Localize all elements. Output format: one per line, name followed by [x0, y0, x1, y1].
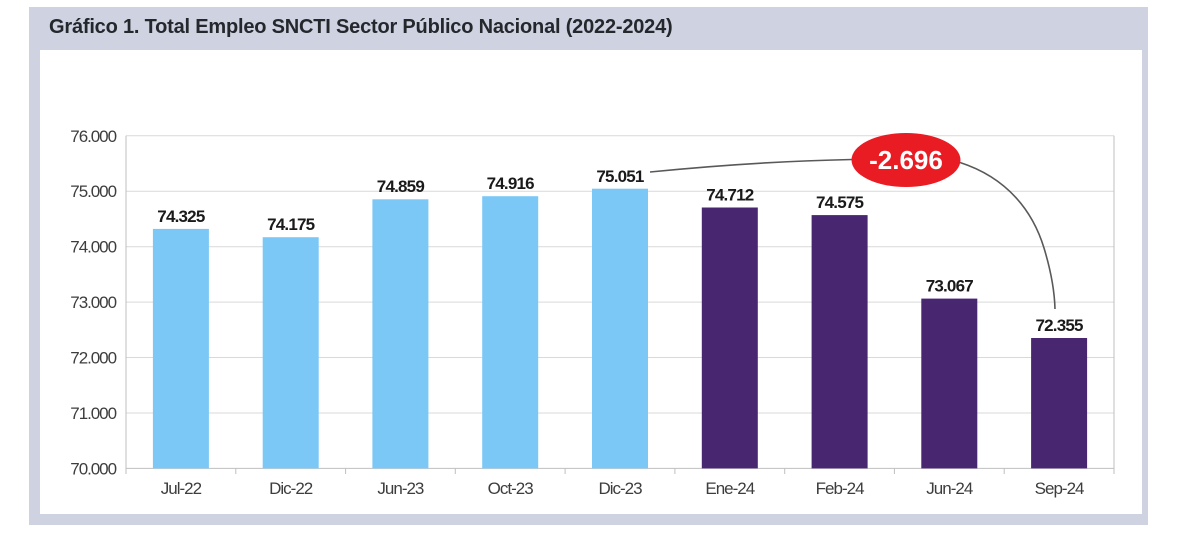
svg-text:73.000: 73.000: [70, 293, 116, 312]
svg-text:75.051: 75.051: [596, 167, 644, 186]
svg-text:Ene-24: Ene-24: [705, 479, 754, 498]
svg-text:74.916: 74.916: [487, 174, 535, 193]
svg-text:74.000: 74.000: [70, 238, 116, 257]
svg-text:Sep-24: Sep-24: [1035, 479, 1084, 498]
svg-text:74.859: 74.859: [377, 177, 425, 196]
svg-text:73.067: 73.067: [926, 277, 974, 296]
svg-text:-2.696: -2.696: [869, 145, 943, 175]
svg-text:Dic-22: Dic-22: [269, 479, 313, 498]
svg-text:Jun-23: Jun-23: [377, 479, 424, 498]
svg-text:Feb-24: Feb-24: [816, 479, 864, 498]
svg-text:Jun-24: Jun-24: [926, 479, 973, 498]
svg-text:76.000: 76.000: [70, 127, 116, 146]
svg-text:Jul-22: Jul-22: [161, 479, 202, 498]
svg-text:74.325: 74.325: [157, 207, 205, 226]
svg-text:74.575: 74.575: [816, 193, 864, 212]
svg-text:75.000: 75.000: [70, 182, 116, 201]
svg-text:71.000: 71.000: [70, 404, 116, 423]
svg-text:Dic-23: Dic-23: [598, 479, 642, 498]
svg-text:72.355: 72.355: [1035, 316, 1083, 335]
svg-text:72.000: 72.000: [70, 349, 116, 368]
svg-text:74.712: 74.712: [706, 186, 754, 205]
svg-text:70.000: 70.000: [70, 459, 116, 478]
svg-text:74.175: 74.175: [267, 215, 315, 234]
svg-text:Oct-23: Oct-23: [488, 479, 534, 498]
